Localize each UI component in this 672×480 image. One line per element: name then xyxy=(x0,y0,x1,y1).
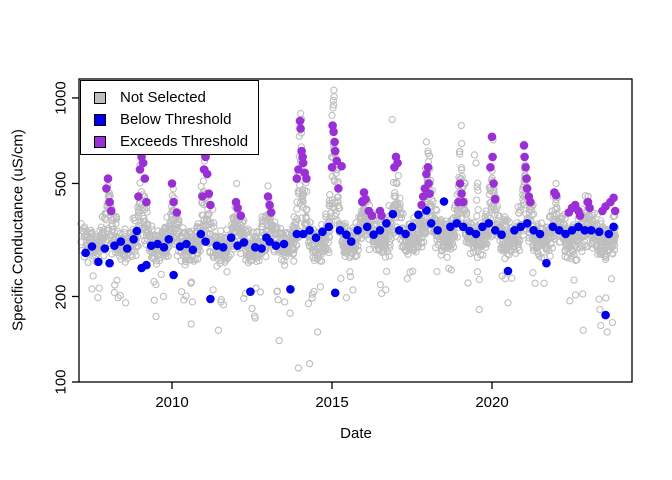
not-selected-swatch-icon xyxy=(94,92,106,104)
axis-ticks xyxy=(72,97,493,389)
legend-label: Below Threshold xyxy=(120,111,232,128)
legend: Not Selected Below Threshold Exceeds Thr… xyxy=(80,80,259,155)
legend-item-below-threshold: Below Threshold xyxy=(94,109,258,131)
y-tick-label: 1000 xyxy=(52,81,70,115)
x-axis-title: Date xyxy=(340,425,372,442)
x-tick-label: 2015 xyxy=(315,394,349,411)
legend-label: Not Selected xyxy=(120,89,206,106)
y-tick-label: 100 xyxy=(52,369,70,395)
series-exceeds-threshold xyxy=(102,116,620,220)
legend-item-not-selected: Not Selected xyxy=(94,87,258,109)
y-tick-label: 500 xyxy=(52,171,70,197)
exceeds-threshold-swatch-icon xyxy=(94,136,106,148)
legend-item-exceeds-threshold: Exceeds Threshold xyxy=(94,131,258,153)
below-threshold-swatch-icon xyxy=(94,114,106,126)
series-below-threshold xyxy=(81,197,618,320)
x-tick-label: 2010 xyxy=(155,394,189,411)
y-tick-label: 200 xyxy=(52,284,70,310)
y-axis-title: Specific Conductance (uS/cm) xyxy=(9,129,27,331)
x-tick-label: 2020 xyxy=(475,394,509,411)
legend-label: Exceeds Threshold xyxy=(120,133,249,150)
plot-border xyxy=(78,78,633,383)
